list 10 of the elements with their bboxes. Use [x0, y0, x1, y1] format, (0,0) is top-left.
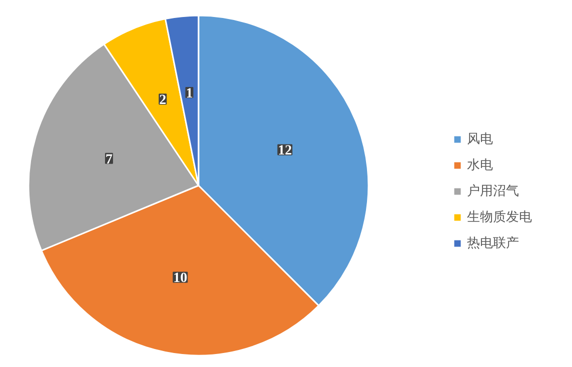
legend-label: 生物质发电 [467, 209, 532, 226]
data-label: 2 [159, 93, 166, 108]
legend-label: 水电 [467, 157, 493, 174]
legend-label: 风电 [467, 131, 493, 148]
data-label: 7 [106, 152, 113, 168]
data-label: 1 [186, 86, 193, 102]
legend-label: 户用沼气 [467, 183, 519, 200]
data-label: 12 [278, 144, 292, 159]
data-label: 10 [173, 271, 188, 286]
legend-label: 热电联产 [467, 235, 519, 252]
